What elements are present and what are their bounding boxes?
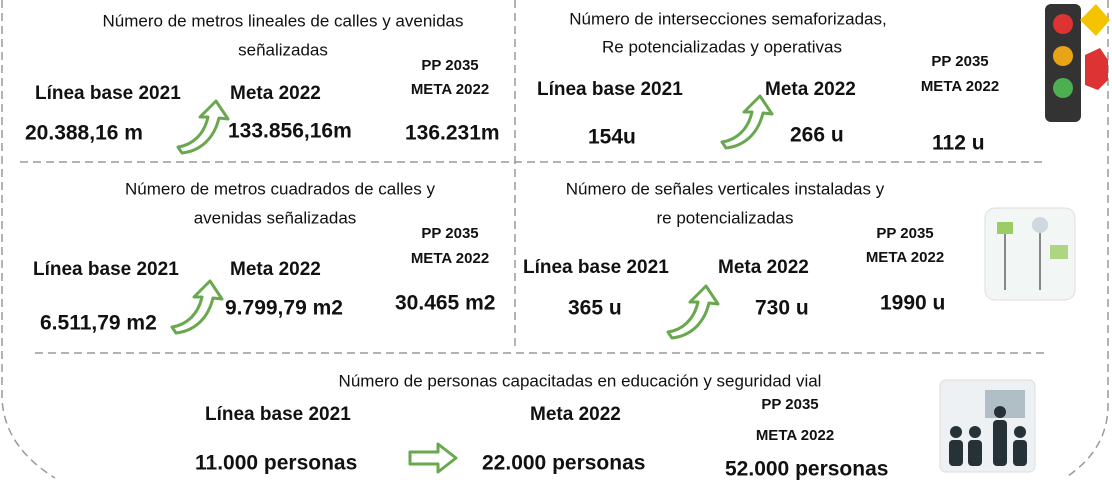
signs-icon	[985, 208, 1075, 300]
value: 1990 u	[880, 292, 945, 315]
value: 154u	[588, 126, 636, 149]
value: 365 u	[568, 297, 622, 320]
panel-title: Número de metros cuadrados de calles y	[125, 179, 435, 198]
label: META 2022	[921, 78, 999, 95]
label: Línea base 2021	[33, 259, 179, 280]
label: PP 2035	[761, 396, 818, 413]
border	[2, 0, 55, 478]
label: META 2022	[411, 81, 489, 98]
label: META 2022	[411, 250, 489, 267]
infographic: Número de metros lineales de calles y av…	[0, 0, 1112, 480]
label: PP 2035	[876, 225, 933, 242]
value: 6.511,79 m2	[40, 312, 157, 335]
arrow	[172, 281, 222, 333]
label: Meta 2022	[718, 257, 809, 278]
label: Línea base 2021	[205, 404, 351, 425]
label: Línea base 2021	[35, 83, 181, 104]
label: Línea base 2021	[537, 79, 683, 100]
label: PP 2035	[421, 57, 478, 74]
value: 136.231m	[405, 122, 500, 145]
arrow	[668, 286, 718, 338]
value: 11.000 personas	[195, 452, 357, 475]
value: 20.388,16 m	[25, 122, 143, 145]
page: {"panels": [ {"title_lines": ["Número de…	[0, 0, 1112, 480]
panel-title: Número de intersecciones semaforizadas,	[569, 9, 886, 28]
arrow	[178, 101, 228, 153]
value: 9.799,79 m2	[225, 297, 343, 320]
value: 22.000 personas	[482, 452, 645, 475]
value: 30.465 m2	[395, 292, 495, 315]
panel-title: Número de personas capacitadas en educac…	[339, 371, 822, 390]
traffic-light-icon	[1045, 4, 1110, 122]
value: 730 u	[755, 297, 809, 320]
label: Meta 2022	[230, 83, 321, 104]
panel-title: re potencializadas	[656, 208, 793, 227]
label: META 2022	[756, 427, 834, 444]
label: META 2022	[866, 249, 944, 266]
label: Meta 2022	[765, 79, 856, 100]
value: 133.856,16m	[228, 120, 352, 143]
training-icon	[940, 380, 1035, 472]
value: 266 u	[790, 124, 844, 147]
value: 112 u	[932, 132, 985, 155]
label: PP 2035	[931, 53, 988, 70]
value: 52.000 personas	[725, 458, 888, 480]
panel-title: avenidas señalizadas	[194, 208, 357, 227]
label: Meta 2022	[530, 404, 621, 425]
label: Línea base 2021	[523, 257, 669, 278]
label: PP 2035	[421, 225, 478, 242]
panel-title: Re potencializadas y operativas	[602, 37, 842, 56]
arrow	[410, 444, 456, 472]
panel-title: Número de señales verticales instaladas …	[566, 179, 885, 198]
arrow	[722, 96, 772, 148]
panel-title: Número de metros lineales de calles y av…	[103, 11, 464, 30]
label: Meta 2022	[230, 259, 321, 280]
panel-title: señalizadas	[238, 40, 328, 59]
